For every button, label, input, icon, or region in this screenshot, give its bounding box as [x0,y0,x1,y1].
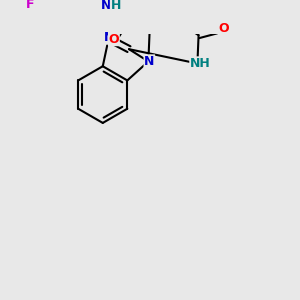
Text: NH: NH [190,57,211,70]
Text: O: O [109,33,119,46]
Text: N: N [103,31,114,44]
Text: N: N [144,55,154,68]
Text: H: H [110,0,121,12]
Text: N: N [101,0,111,12]
Text: O: O [218,22,229,35]
Text: F: F [26,0,34,11]
